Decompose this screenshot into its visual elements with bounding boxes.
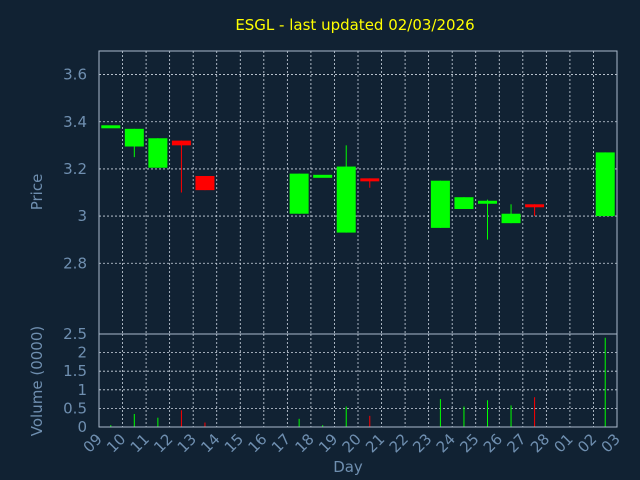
candle-body xyxy=(501,213,521,224)
price-y-tick-label: 3 xyxy=(77,207,87,225)
volume-panel-frame xyxy=(98,333,618,428)
volume-y-tick-label: 1.5 xyxy=(63,362,87,380)
candle-body xyxy=(171,140,191,146)
candle-body xyxy=(148,138,168,168)
volume-y-tick-label: 2.5 xyxy=(63,325,87,343)
candle-body xyxy=(336,166,356,233)
price-y-tick-label: 3.6 xyxy=(63,66,87,84)
volume-y-tick-label: 0 xyxy=(77,418,87,436)
volume-y-tick-label: 2 xyxy=(77,344,87,362)
candles xyxy=(101,125,615,240)
price-y-tick-label: 3.4 xyxy=(63,113,87,131)
candle-body xyxy=(101,125,121,129)
x-tick-labels: 0910111213141516171819202122232425262728… xyxy=(80,430,624,456)
price-axis-label: Price xyxy=(28,174,46,211)
candle-body xyxy=(525,204,545,208)
chart-title: ESGL - last updated 02/03/2026 xyxy=(235,16,474,34)
volume-grid xyxy=(99,334,617,427)
volume-y-tick-labels: 00.511.522.5 xyxy=(63,325,87,436)
price-y-tick-label: 2.8 xyxy=(63,254,87,272)
candle-body xyxy=(595,152,615,217)
candle-body xyxy=(454,197,474,210)
x-axis-label: Day xyxy=(333,458,363,476)
candle-body xyxy=(195,175,215,191)
candle-body xyxy=(430,180,450,228)
volume-y-tick-label: 0.5 xyxy=(63,399,87,417)
candle-body xyxy=(313,174,333,178)
price-y-tick-labels: 2.8 3 3.2 3.4 3.6 xyxy=(63,66,87,273)
candle-body xyxy=(289,173,309,214)
price-grid xyxy=(99,51,617,334)
candle-body xyxy=(360,178,380,182)
price-y-tick-label: 3.2 xyxy=(63,160,87,178)
candle-body xyxy=(478,200,497,204)
volume-axis-label: Volume (0000) xyxy=(28,326,46,436)
candle-body xyxy=(124,128,144,147)
volume-y-tick-label: 1 xyxy=(77,381,87,399)
